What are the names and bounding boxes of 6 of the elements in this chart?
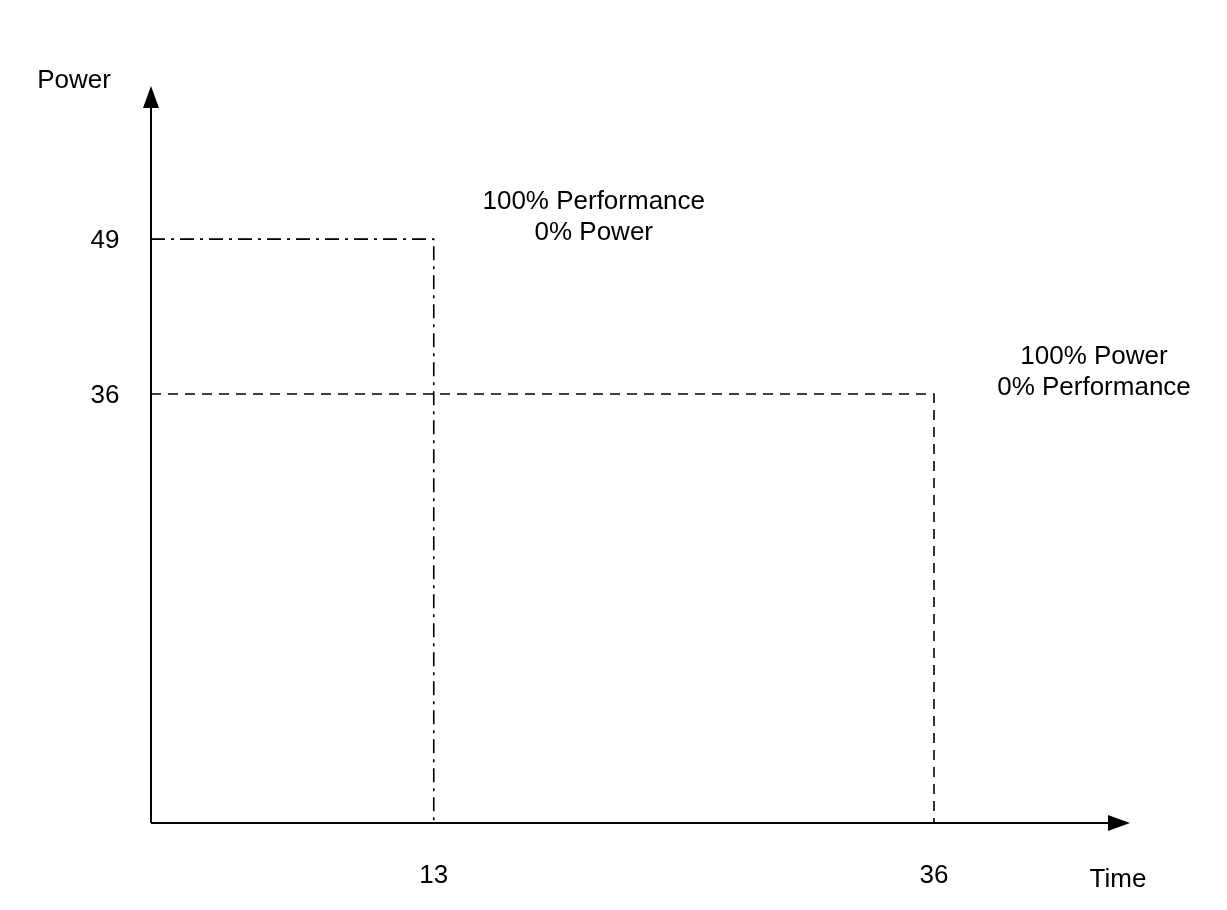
x-axis-title: Time <box>1089 863 1147 893</box>
annotation: 100% Performance 0% Power <box>482 185 706 247</box>
y-tick-label: 49 <box>90 224 120 255</box>
annotation: 100% Power 0% Performance <box>997 340 1191 401</box>
x-tick-label: 13 <box>419 859 449 889</box>
y-axis-title: Power <box>37 64 112 94</box>
